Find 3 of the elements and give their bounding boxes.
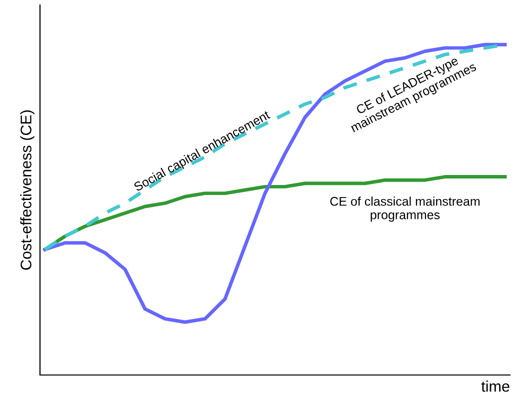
y-axis-title: Cost-effectiveness (CE)	[20, 110, 34, 270]
series-label: CE of classical mainstream programmes	[330, 196, 480, 222]
x-axis-title: time	[481, 380, 510, 392]
